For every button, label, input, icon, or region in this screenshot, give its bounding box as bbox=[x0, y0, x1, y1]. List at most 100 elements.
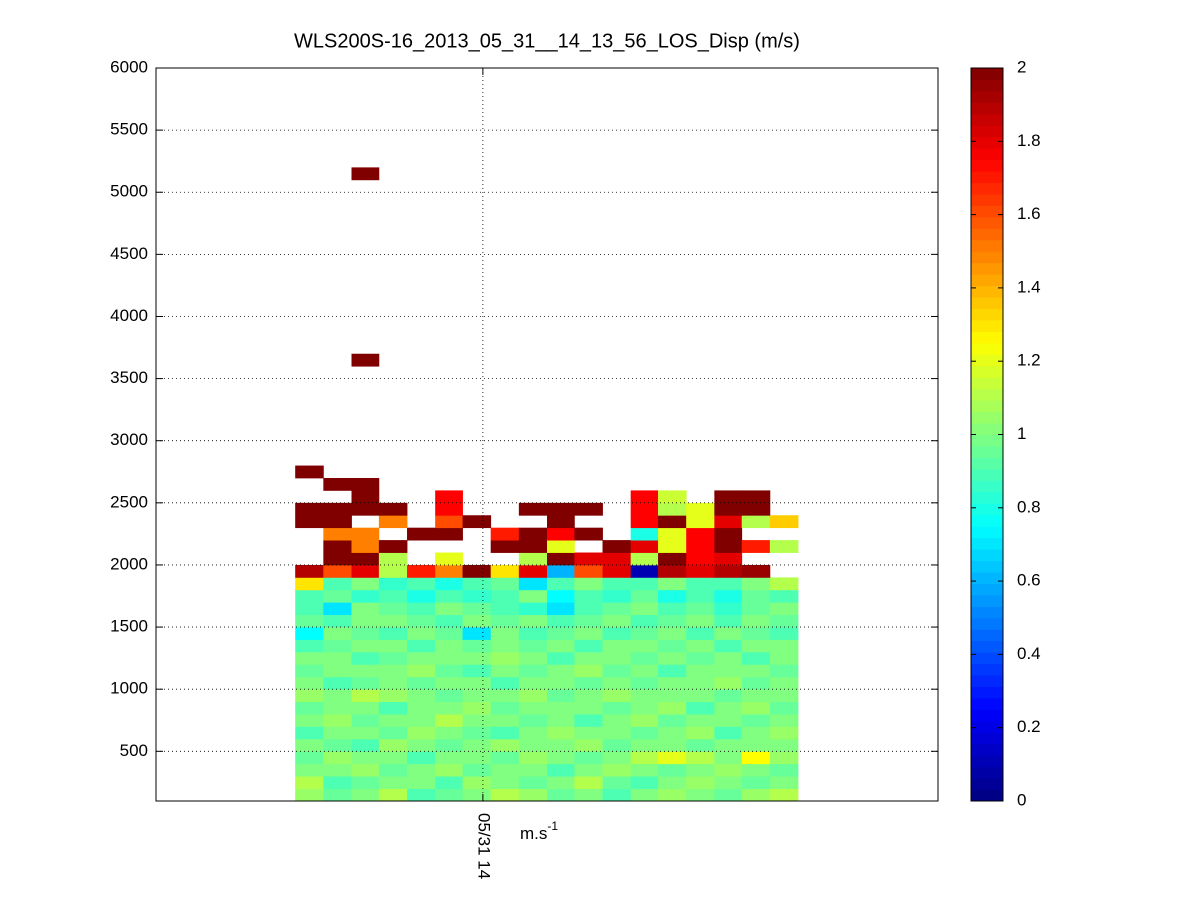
colorbar-swatch bbox=[971, 136, 1003, 149]
heatmap-cell bbox=[574, 564, 603, 578]
colorbar-swatch bbox=[971, 686, 1003, 699]
heatmap-cell bbox=[323, 527, 352, 541]
heatmap-cell bbox=[547, 714, 575, 727]
heatmap-cell bbox=[547, 540, 575, 553]
heatmap-cell bbox=[518, 614, 548, 628]
heatmap-cell bbox=[686, 651, 715, 665]
heatmap-cell bbox=[518, 763, 548, 777]
colorbar-swatch bbox=[971, 400, 1003, 413]
heatmap-cell bbox=[658, 614, 687, 628]
heatmap-cell bbox=[462, 788, 492, 802]
heatmap-cell bbox=[351, 676, 380, 690]
heatmap-cell bbox=[462, 726, 492, 740]
heatmap-cell bbox=[686, 676, 715, 690]
heatmap-cell bbox=[351, 577, 380, 591]
heatmap-cell bbox=[714, 664, 743, 678]
heatmap-cell bbox=[741, 664, 771, 678]
heatmap-cell bbox=[686, 751, 715, 765]
heatmap-cell bbox=[378, 540, 408, 553]
heatmap-cell bbox=[547, 564, 575, 578]
heatmap-cell bbox=[435, 714, 463, 727]
heatmap-cell bbox=[630, 602, 659, 616]
heatmap-cell bbox=[435, 527, 463, 541]
heatmap-cell bbox=[378, 651, 408, 665]
heatmap-cell bbox=[658, 540, 687, 553]
colorbar-swatch bbox=[971, 503, 1003, 516]
heatmap-cell bbox=[351, 714, 380, 727]
heatmap-cell bbox=[407, 614, 436, 628]
heatmap-cell bbox=[658, 502, 687, 516]
heatmap-cell bbox=[714, 614, 743, 628]
heatmap-cell bbox=[295, 602, 324, 616]
heatmap-cell bbox=[630, 515, 659, 529]
heatmap-cell bbox=[351, 701, 380, 715]
colorbar-swatch bbox=[971, 205, 1003, 218]
heatmap-cell bbox=[295, 701, 324, 715]
heatmap-cell bbox=[741, 689, 771, 703]
heatmap-cell bbox=[686, 564, 715, 578]
heatmap-cell bbox=[769, 589, 799, 603]
colorbar-swatch bbox=[971, 663, 1003, 676]
heatmap-cell bbox=[630, 564, 659, 578]
heatmap-cell bbox=[547, 664, 575, 678]
heatmap-cell bbox=[547, 614, 575, 628]
heatmap-cell bbox=[574, 751, 603, 765]
heatmap-cell bbox=[351, 614, 380, 628]
heatmap-cell bbox=[741, 589, 771, 603]
heatmap-cell bbox=[574, 776, 603, 789]
heatmap-cell bbox=[658, 602, 687, 616]
heatmap-cell bbox=[462, 676, 492, 690]
heatmap-cell bbox=[686, 552, 715, 566]
heatmap-cell bbox=[462, 627, 492, 640]
heatmap-cell bbox=[658, 714, 687, 727]
heatmap-cell bbox=[378, 577, 408, 591]
heatmap-cell bbox=[435, 763, 463, 777]
heatmap-cell bbox=[518, 701, 548, 715]
heatmap-cell bbox=[351, 167, 380, 181]
heatmap-cell bbox=[658, 676, 687, 690]
heatmap-cell bbox=[490, 726, 520, 740]
heatmap-cell bbox=[547, 589, 575, 603]
heatmap-cell bbox=[518, 751, 548, 765]
heatmap-cell bbox=[741, 564, 771, 578]
heatmap-cell bbox=[658, 639, 687, 653]
heatmap-cell bbox=[547, 776, 575, 789]
heatmap-cell bbox=[574, 589, 603, 603]
heatmap-cell bbox=[295, 502, 324, 516]
heatmap-cell bbox=[323, 776, 352, 789]
colorbar-swatch bbox=[971, 434, 1003, 447]
colorbar-swatch bbox=[971, 125, 1003, 138]
heatmap-cell bbox=[518, 564, 548, 578]
heatmap-cell bbox=[714, 738, 743, 752]
heatmap-cell bbox=[378, 689, 408, 703]
heatmap-cell bbox=[378, 627, 408, 640]
colorbar-swatch bbox=[971, 228, 1003, 241]
heatmap-cell bbox=[295, 788, 324, 802]
heatmap-cell bbox=[295, 751, 324, 765]
heatmap-cell bbox=[630, 627, 659, 640]
heatmap-cell bbox=[295, 738, 324, 752]
heatmap-cell bbox=[295, 515, 324, 529]
colorbar-swatch bbox=[971, 377, 1003, 390]
heatmap-cell bbox=[574, 577, 603, 591]
heatmap-cell bbox=[435, 515, 463, 529]
heatmap-cell bbox=[435, 751, 463, 765]
heatmap-cell bbox=[295, 627, 324, 640]
heatmap-cell bbox=[435, 701, 463, 715]
heatmap-cell bbox=[378, 701, 408, 715]
heatmap-cell bbox=[462, 515, 492, 529]
heatmap-cell bbox=[547, 738, 575, 752]
heatmap-cell bbox=[769, 738, 799, 752]
heatmap-cell bbox=[323, 614, 352, 628]
heatmap-cell bbox=[462, 701, 492, 715]
heatmap-cell bbox=[714, 651, 743, 665]
colorbar-swatch bbox=[971, 468, 1003, 481]
heatmap-cell bbox=[741, 726, 771, 740]
heatmap-cell bbox=[323, 738, 352, 752]
heatmap-cell bbox=[714, 763, 743, 777]
colorbar-tick-label: 0.4 bbox=[1017, 644, 1041, 663]
colorbar-swatch bbox=[971, 285, 1003, 298]
heatmap-cell bbox=[462, 763, 492, 777]
heatmap-cell bbox=[602, 788, 632, 802]
heatmap-cell bbox=[378, 589, 408, 603]
